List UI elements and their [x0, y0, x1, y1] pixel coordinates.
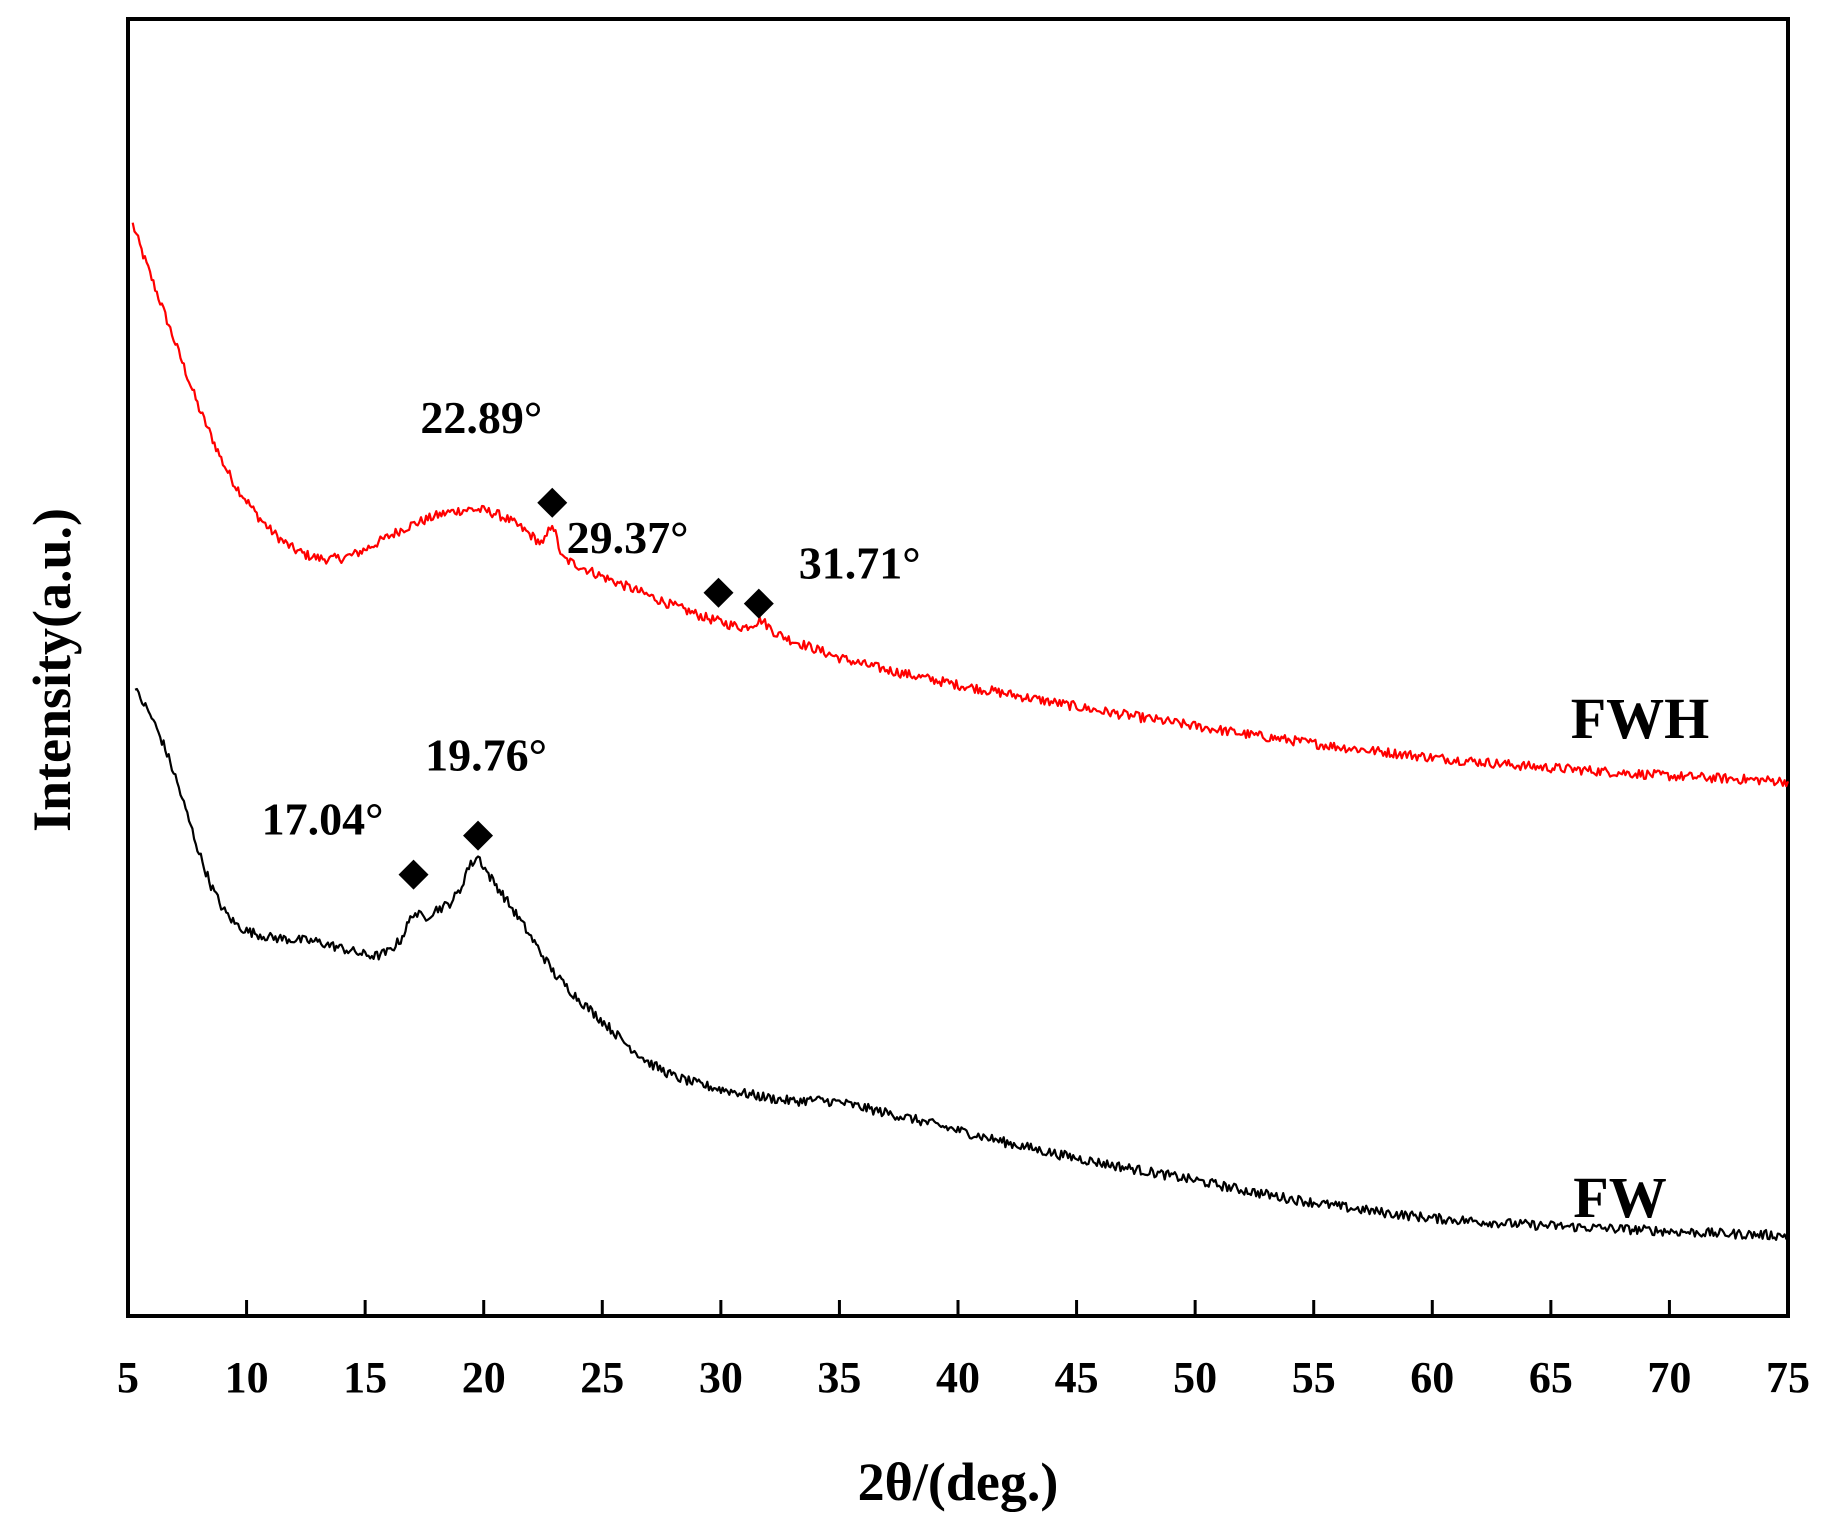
x-tick-label-25: 25	[580, 1353, 624, 1402]
y-axis-label: Intensity(a.u.)	[22, 508, 82, 832]
x-axis-ticks	[126, 1300, 1790, 1316]
x-axis-label: 2θ/(deg.)	[858, 1452, 1059, 1512]
peak-label: 29.37°	[567, 512, 689, 563]
x-tick-label-10: 10	[225, 1353, 269, 1402]
x-tick-label-35: 35	[817, 1353, 861, 1402]
peak-label: 31.71°	[799, 538, 921, 589]
series-label-fw: FW	[1573, 1165, 1666, 1230]
x-tick-label-20: 20	[462, 1353, 506, 1402]
plot-frame	[126, 17, 1790, 1318]
peak-label: 22.89°	[420, 392, 542, 443]
x-tick-label-60: 60	[1410, 1353, 1454, 1402]
peak-annotations: 22.89° 29.37° 31.71° 17.04° 19.76°	[262, 392, 921, 845]
x-tick-label-30: 30	[699, 1353, 743, 1402]
series-line-fwh	[131, 222, 1790, 788]
x-tick-label-15: 15	[343, 1353, 387, 1402]
x-tick-label-50: 50	[1173, 1353, 1217, 1402]
x-axis-tick-labels: 5 10 15 20 25 30 35 40 45 50 55 60 65 70 75	[117, 1353, 1810, 1402]
peak-label: 19.76°	[425, 730, 547, 781]
peak-markers	[398, 487, 774, 890]
peak-marker-diamond	[537, 487, 568, 518]
peak-marker-diamond	[703, 577, 734, 608]
series-label-fwh: FWH	[1571, 686, 1710, 751]
x-tick-label-55: 55	[1292, 1353, 1336, 1402]
x-tick-label-70: 70	[1647, 1353, 1691, 1402]
x-tick-label-45: 45	[1055, 1353, 1099, 1402]
x-tick-label-65: 65	[1529, 1353, 1573, 1402]
x-tick-label-40: 40	[936, 1353, 980, 1402]
series-line-fw	[134, 687, 1789, 1241]
series-layer	[131, 222, 1790, 1241]
peak-label: 17.04°	[262, 794, 384, 845]
x-tick-label-5: 5	[117, 1353, 139, 1402]
peak-marker-diamond	[398, 859, 429, 890]
peak-marker-diamond	[743, 588, 774, 619]
x-tick-label-75: 75	[1766, 1353, 1810, 1402]
peak-marker-diamond	[463, 820, 494, 851]
